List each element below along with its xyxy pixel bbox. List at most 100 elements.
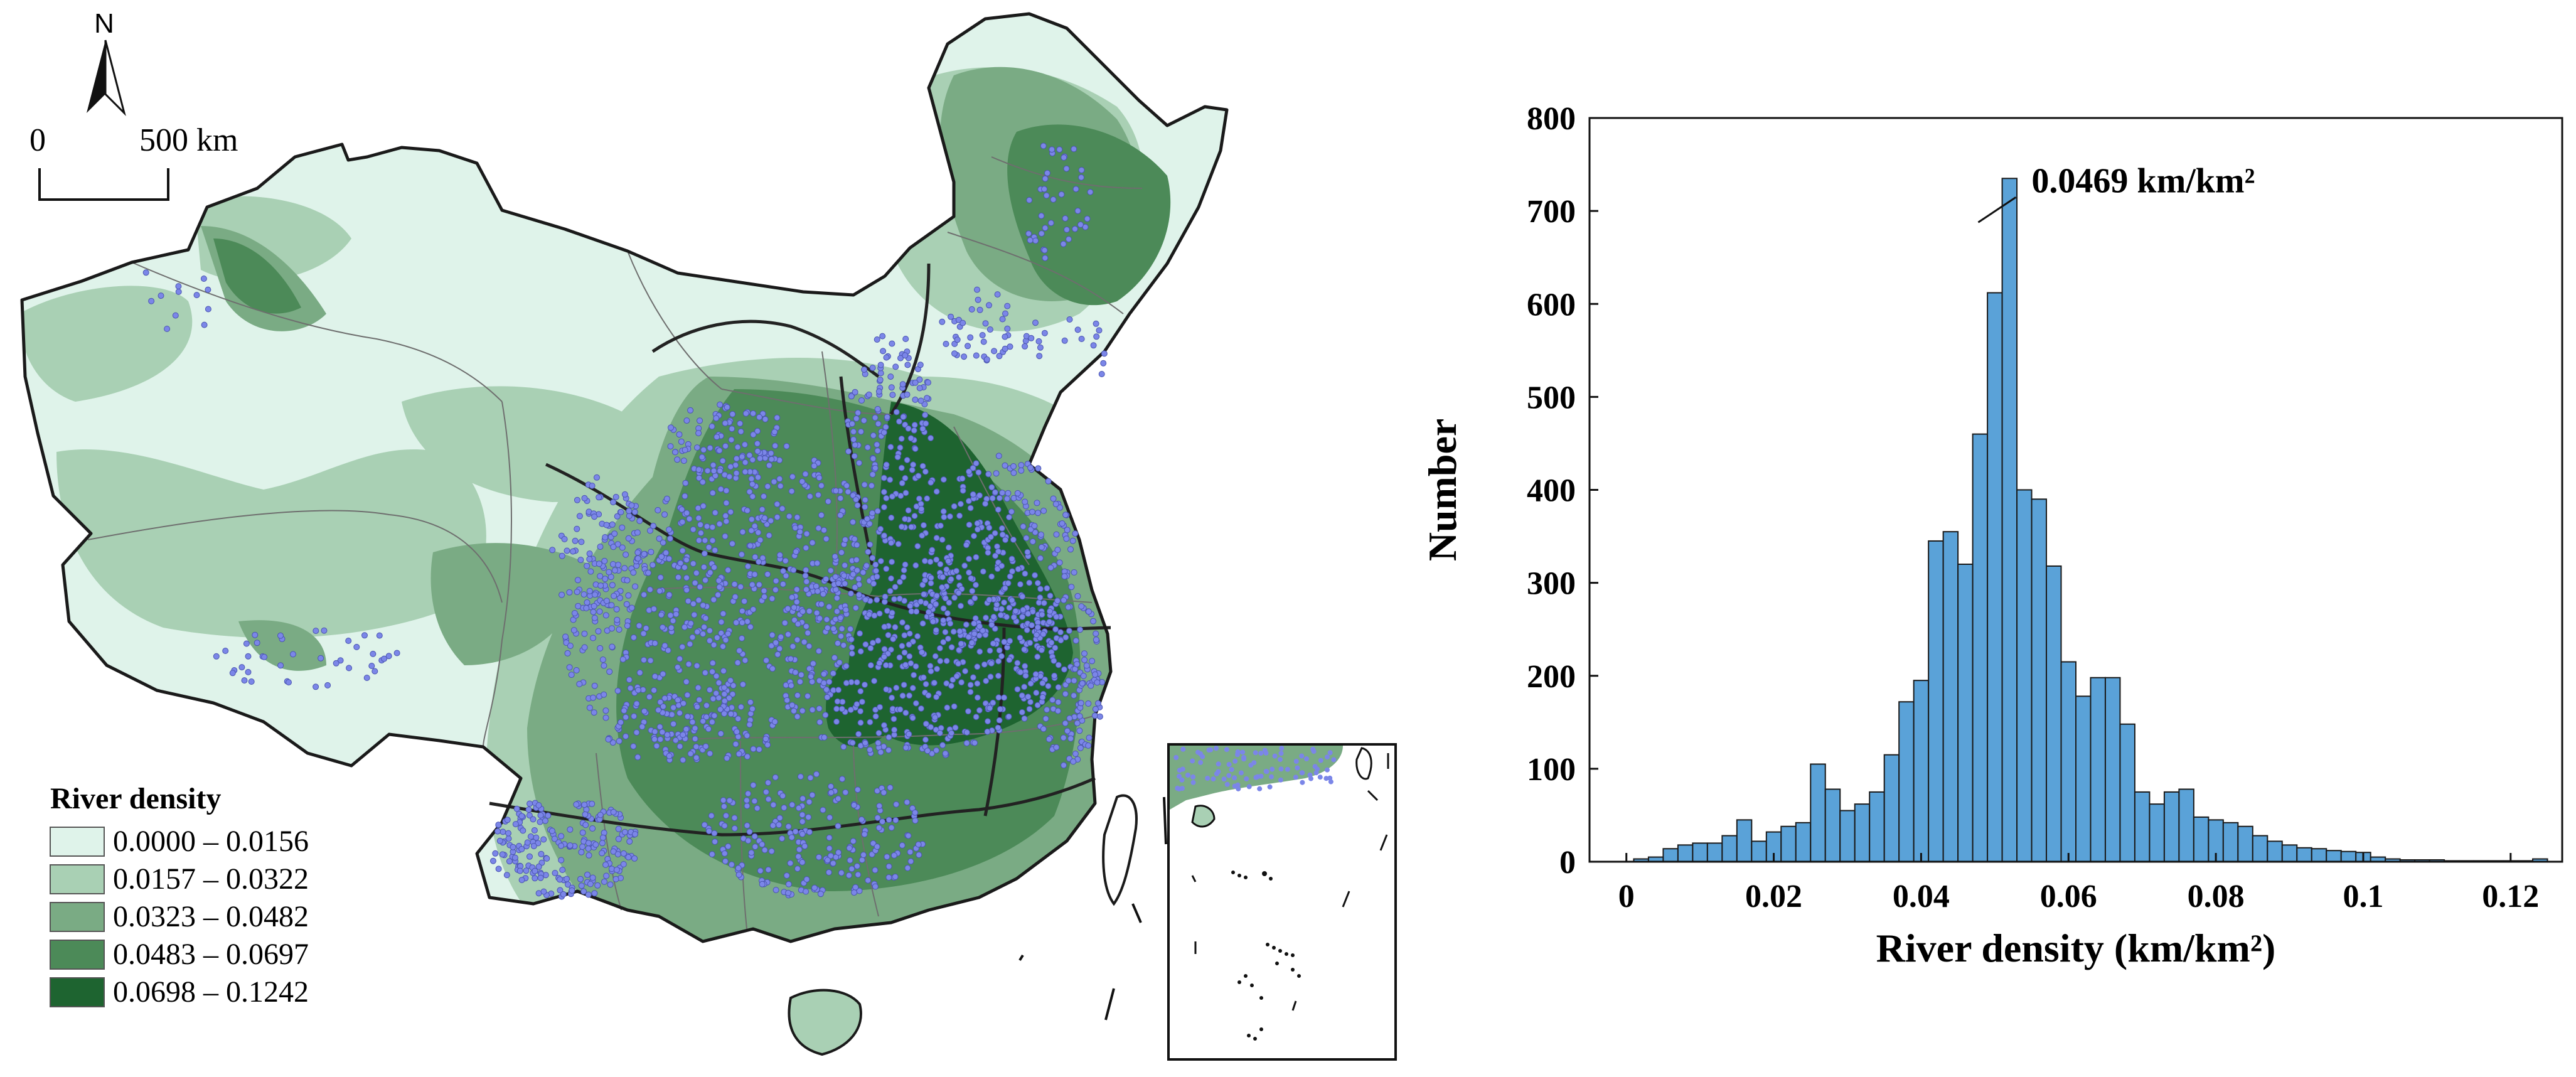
observation-point bbox=[986, 705, 993, 712]
observation-point bbox=[969, 587, 976, 594]
observation-point bbox=[720, 643, 726, 650]
observation-point bbox=[966, 468, 973, 475]
observation-point bbox=[570, 627, 577, 634]
observation-point bbox=[872, 464, 879, 471]
observation-point bbox=[948, 576, 954, 582]
observation-point bbox=[995, 453, 1002, 459]
observation-point bbox=[862, 596, 869, 603]
observation-point bbox=[880, 474, 887, 481]
observation-point bbox=[936, 730, 943, 736]
observation-point bbox=[540, 836, 547, 843]
observation-point bbox=[776, 476, 783, 482]
observation-point bbox=[890, 715, 897, 722]
observation-point bbox=[1021, 646, 1028, 653]
observation-point bbox=[751, 523, 758, 530]
observation-point bbox=[950, 628, 957, 635]
observation-point bbox=[739, 608, 746, 614]
observation-point bbox=[899, 692, 906, 699]
observation-point bbox=[970, 464, 976, 471]
observation-point bbox=[818, 482, 825, 489]
observation-point bbox=[853, 415, 860, 422]
observation-point bbox=[765, 780, 771, 786]
observation-point bbox=[883, 354, 890, 361]
observation-point bbox=[687, 620, 694, 627]
observation-point bbox=[707, 569, 713, 576]
observation-point bbox=[963, 542, 970, 549]
observation-point bbox=[1027, 640, 1034, 646]
observation-point bbox=[848, 644, 855, 651]
observation-point bbox=[850, 518, 857, 525]
observation-point bbox=[833, 594, 840, 601]
observation-point bbox=[858, 816, 865, 823]
observation-point bbox=[861, 831, 868, 838]
observation-point bbox=[708, 812, 715, 819]
x-tick-label: 0.04 bbox=[1893, 879, 1950, 914]
observation-point bbox=[1037, 594, 1044, 601]
observation-point bbox=[582, 811, 589, 818]
x-tick-label: 0.06 bbox=[2040, 879, 2097, 914]
observation-point bbox=[853, 863, 860, 869]
observation-point bbox=[821, 527, 827, 533]
observation-point bbox=[801, 638, 808, 645]
observation-point bbox=[616, 594, 623, 601]
observation-point bbox=[496, 837, 503, 844]
observation-point bbox=[835, 795, 842, 802]
observation-point bbox=[880, 429, 887, 436]
observation-point bbox=[1020, 523, 1027, 530]
observation-point bbox=[943, 658, 950, 665]
observation-point bbox=[799, 707, 806, 714]
observation-point bbox=[748, 849, 755, 856]
observation-point bbox=[761, 593, 767, 600]
observation-point bbox=[998, 606, 1005, 613]
histogram-bar bbox=[1677, 844, 1694, 862]
observation-point bbox=[701, 624, 708, 631]
observation-point bbox=[853, 542, 860, 549]
observation-point bbox=[880, 789, 887, 796]
observation-point bbox=[901, 682, 907, 689]
observation-point bbox=[865, 549, 872, 555]
observation-point bbox=[896, 654, 903, 661]
observation-point bbox=[683, 678, 690, 685]
observation-point bbox=[833, 718, 840, 725]
observation-point bbox=[1008, 597, 1015, 604]
histogram-bar bbox=[2104, 677, 2121, 862]
observation-point bbox=[630, 634, 637, 641]
observation-point bbox=[1068, 584, 1075, 591]
observation-point bbox=[863, 515, 870, 522]
observation-point bbox=[904, 457, 911, 463]
observation-point bbox=[933, 747, 940, 754]
observation-point bbox=[1026, 579, 1033, 586]
observation-point bbox=[835, 687, 842, 694]
observation-point bbox=[771, 478, 778, 485]
observation-point bbox=[725, 567, 732, 574]
observation-point bbox=[895, 540, 902, 547]
observation-point bbox=[718, 619, 725, 626]
observation-point bbox=[975, 469, 982, 476]
histogram-bar bbox=[2031, 498, 2048, 862]
observation-point bbox=[602, 861, 609, 868]
histogram-bar bbox=[2311, 848, 2327, 863]
observation-point bbox=[530, 816, 537, 823]
observation-point bbox=[663, 495, 670, 502]
observation-point bbox=[831, 553, 838, 560]
observation-point bbox=[862, 496, 868, 503]
observation-point bbox=[1014, 490, 1021, 496]
observation-point bbox=[774, 651, 781, 658]
observation-point bbox=[786, 513, 793, 520]
observation-point bbox=[857, 688, 864, 695]
observation-point bbox=[806, 643, 813, 650]
observation-point bbox=[911, 513, 918, 520]
observation-point bbox=[816, 474, 823, 481]
observation-point bbox=[1010, 463, 1017, 469]
observation-point bbox=[1018, 467, 1025, 474]
observation-point bbox=[684, 692, 691, 699]
observation-point bbox=[905, 507, 912, 514]
observation-point bbox=[848, 650, 855, 657]
observation-point bbox=[1069, 537, 1076, 544]
observation-point bbox=[872, 867, 879, 874]
observation-point bbox=[951, 503, 958, 510]
observation-point bbox=[893, 801, 900, 808]
observation-point bbox=[750, 782, 757, 788]
observation-point bbox=[835, 823, 842, 830]
observation-point bbox=[889, 559, 895, 565]
